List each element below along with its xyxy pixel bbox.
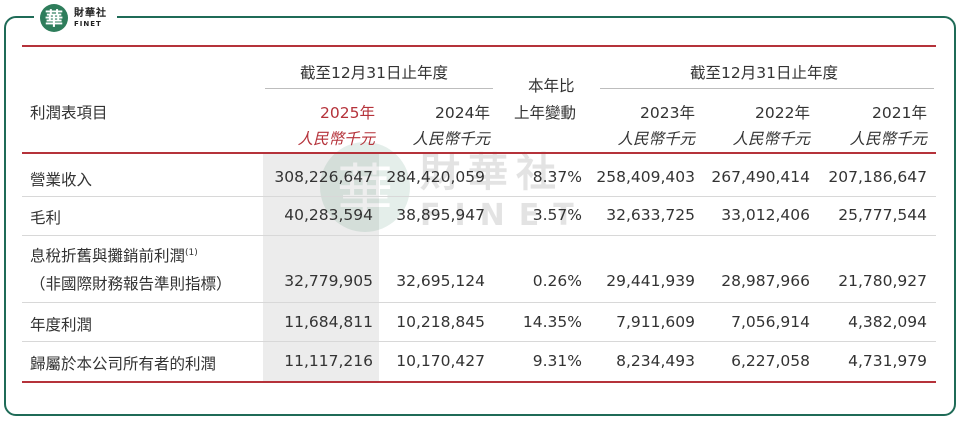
- cell-yoy: 0.26%: [532, 272, 582, 290]
- cell-2025: 11,684,811: [284, 313, 373, 331]
- cell-2021: 21,780,927: [838, 272, 927, 290]
- cell-2021: 4,731,979: [848, 352, 927, 370]
- cell-2023: 7,911,609: [616, 313, 695, 331]
- header-yoy-line2: 上年變動: [514, 104, 577, 122]
- cell-2021: 4,382,094: [848, 313, 927, 331]
- header-year-2025: 2025年: [320, 104, 375, 122]
- header-group-left: 截至12月31日止年度: [300, 64, 448, 82]
- highlight-column-2025: [263, 152, 379, 382]
- header-group-right: 截至12月31日止年度: [690, 64, 838, 82]
- row-label: 息稅折舊與攤銷前利潤(1): [30, 244, 198, 266]
- brand-logo: 華 財華社 FINET: [34, 2, 117, 34]
- table-top-rule: [22, 45, 936, 47]
- row-divider: [22, 196, 936, 197]
- brand-name-en: FINET: [74, 19, 102, 28]
- row-label: 營業收入: [30, 171, 93, 189]
- cell-2023: 32,633,725: [606, 206, 695, 224]
- cell-yoy: 3.57%: [532, 206, 582, 224]
- row-label: 毛利: [30, 209, 62, 227]
- cell-2022: 7,056,914: [731, 313, 810, 331]
- row-label: 年度利潤: [30, 316, 93, 334]
- cell-2022: 33,012,406: [721, 206, 810, 224]
- row-divider: [22, 235, 936, 236]
- header-unit-2022: 人民幣千元: [732, 130, 810, 148]
- cell-2021: 207,186,647: [828, 168, 927, 186]
- cell-2025: 40,283,594: [284, 206, 373, 224]
- header-year-2021: 2021年: [872, 104, 927, 122]
- finet-logo-icon: 華: [40, 4, 68, 32]
- group-right-underline: [600, 88, 934, 89]
- footnote-marker: (1): [185, 247, 198, 258]
- row-divider: [22, 302, 936, 303]
- header-yoy-line1: 本年比: [528, 77, 575, 95]
- cell-2025: 11,117,216: [284, 352, 373, 370]
- cell-2024: 284,420,059: [386, 168, 485, 186]
- cell-2022: 6,227,058: [731, 352, 810, 370]
- table-frame: [4, 16, 956, 416]
- cell-2021: 25,777,544: [838, 206, 927, 224]
- cell-2024: 10,170,427: [396, 352, 485, 370]
- cell-2025: 308,226,647: [274, 168, 373, 186]
- cell-yoy: 9.31%: [532, 352, 582, 370]
- row-label-text: 息稅折舊與攤銷前利潤: [30, 247, 186, 265]
- cell-2022: 267,490,414: [711, 168, 810, 186]
- cell-2024: 38,895,947: [396, 206, 485, 224]
- header-year-2023: 2023年: [640, 104, 695, 122]
- cell-yoy: 14.35%: [522, 313, 582, 331]
- group-left-underline: [265, 88, 493, 89]
- header-unit-2024: 人民幣千元: [412, 130, 490, 148]
- row-label: 歸屬於本公司所有者的利潤: [30, 355, 217, 373]
- cell-2023: 258,409,403: [596, 168, 695, 186]
- header-unit-2025: 人民幣千元: [297, 130, 375, 148]
- cell-2025: 32,779,905: [284, 272, 373, 290]
- header-unit-2021: 人民幣千元: [849, 130, 927, 148]
- cell-2023: 29,441,939: [606, 272, 695, 290]
- header-year-2024: 2024年: [435, 104, 490, 122]
- header-unit-2023: 人民幣千元: [617, 130, 695, 148]
- cell-2023: 8,234,493: [616, 352, 695, 370]
- cell-2022: 28,987,966: [721, 272, 810, 290]
- header-year-2022: 2022年: [755, 104, 810, 122]
- table-bottom-rule: [22, 381, 936, 383]
- cell-2024: 10,218,845: [396, 313, 485, 331]
- row-label-secondary: （非國際財務報告準則指標）: [30, 275, 232, 293]
- header-item-label: 利潤表項目: [30, 104, 108, 122]
- cell-yoy: 8.37%: [532, 168, 582, 186]
- cell-2024: 32,695,124: [396, 272, 485, 290]
- brand-name-cn: 財華社: [74, 7, 107, 19]
- header-bottom-rule: [22, 152, 936, 154]
- row-divider: [22, 341, 936, 342]
